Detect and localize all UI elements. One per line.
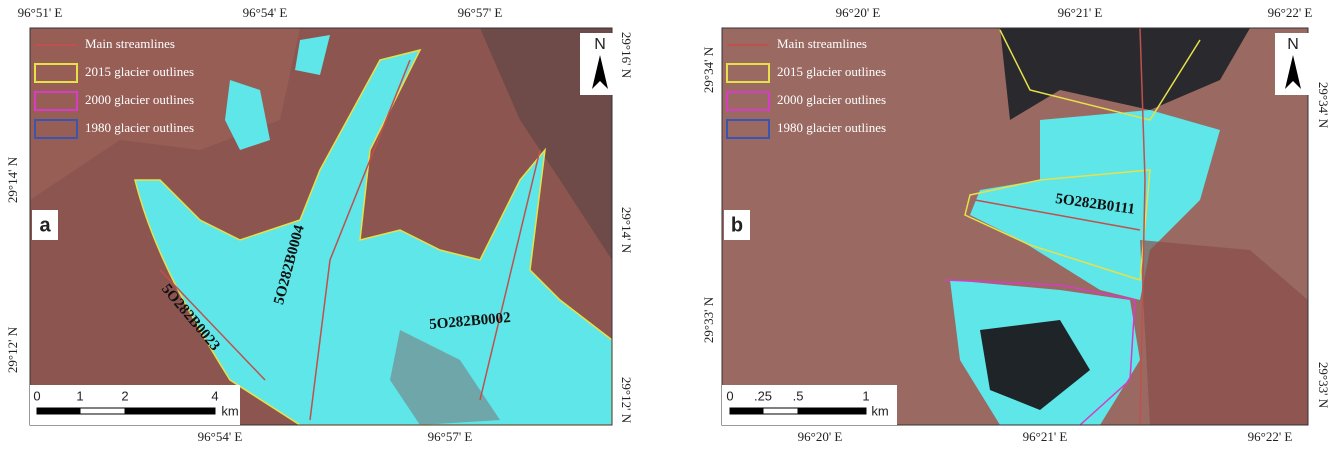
scale-segment	[37, 408, 80, 414]
bottom-coord: 96°22' E	[1248, 429, 1293, 444]
legend-label: 2000 glacier outlines	[85, 92, 194, 107]
north-label: N	[1287, 36, 1299, 53]
legend-label: 2015 glacier outlines	[777, 64, 886, 79]
scale-segment	[125, 408, 215, 414]
satellite-image-b	[722, 28, 1308, 425]
scale-segment	[80, 408, 125, 414]
left-coord: 29°33' N	[701, 296, 716, 343]
scale-label: 1	[862, 388, 869, 403]
figure: 96°51' E 96°54' E 96°57' E 96°54' E 96°57' E…	[0, 0, 1338, 449]
legend-label: Main streamlines	[85, 36, 175, 51]
panel-label: b	[731, 214, 743, 236]
left-coord: 29°12' N	[5, 326, 20, 373]
right-coord: 29°16' N	[619, 32, 634, 79]
top-coord: 96°20' E	[836, 5, 881, 20]
scale-unit: km	[871, 403, 888, 418]
bottom-coord: 96°57' E	[428, 429, 473, 444]
north-label: N	[594, 36, 606, 53]
top-coord: 96°57' E	[458, 5, 503, 20]
scale-unit: km	[221, 403, 238, 418]
legend-label: 1980 glacier outlines	[777, 120, 886, 135]
left-coord: 29°14' N	[5, 156, 20, 203]
scale-label: 4	[211, 388, 218, 403]
scale-bar-bg	[30, 385, 240, 425]
right-coord: 29°34' N	[1316, 82, 1331, 129]
scale-label: .25	[754, 388, 772, 403]
left-coord: 29°34' N	[701, 46, 716, 93]
legend-label: 2015 glacier outlines	[85, 64, 194, 79]
right-coord: 29°33' N	[1316, 362, 1331, 409]
top-coord: 96°21' E	[1058, 5, 1103, 20]
scale-label: 0	[33, 388, 40, 403]
right-coord: 29°14' N	[619, 207, 634, 254]
scale-label: 1	[76, 388, 83, 403]
legend-label: 1980 glacier outlines	[85, 120, 194, 135]
legend-label: 2000 glacier outlines	[777, 92, 886, 107]
bottom-coord: 96°21' E	[1023, 429, 1068, 444]
top-coord: 96°51' E	[18, 5, 63, 20]
panel-label: a	[39, 214, 51, 236]
right-coord: 29°12' N	[619, 377, 634, 424]
bottom-coord: 96°20' E	[798, 429, 843, 444]
top-coord: 96°54' E	[243, 5, 288, 20]
scale-label: 0	[726, 388, 733, 403]
scale-label: .5	[793, 388, 804, 403]
satellite-image-a	[30, 28, 612, 425]
scale-label: 2	[121, 388, 128, 403]
legend-label: Main streamlines	[777, 36, 867, 51]
scale-segment	[730, 408, 763, 414]
scale-segment	[763, 408, 798, 414]
top-coord: 96°22' E	[1268, 5, 1313, 20]
scale-segment	[798, 408, 866, 414]
bottom-coord: 96°54' E	[198, 429, 243, 444]
